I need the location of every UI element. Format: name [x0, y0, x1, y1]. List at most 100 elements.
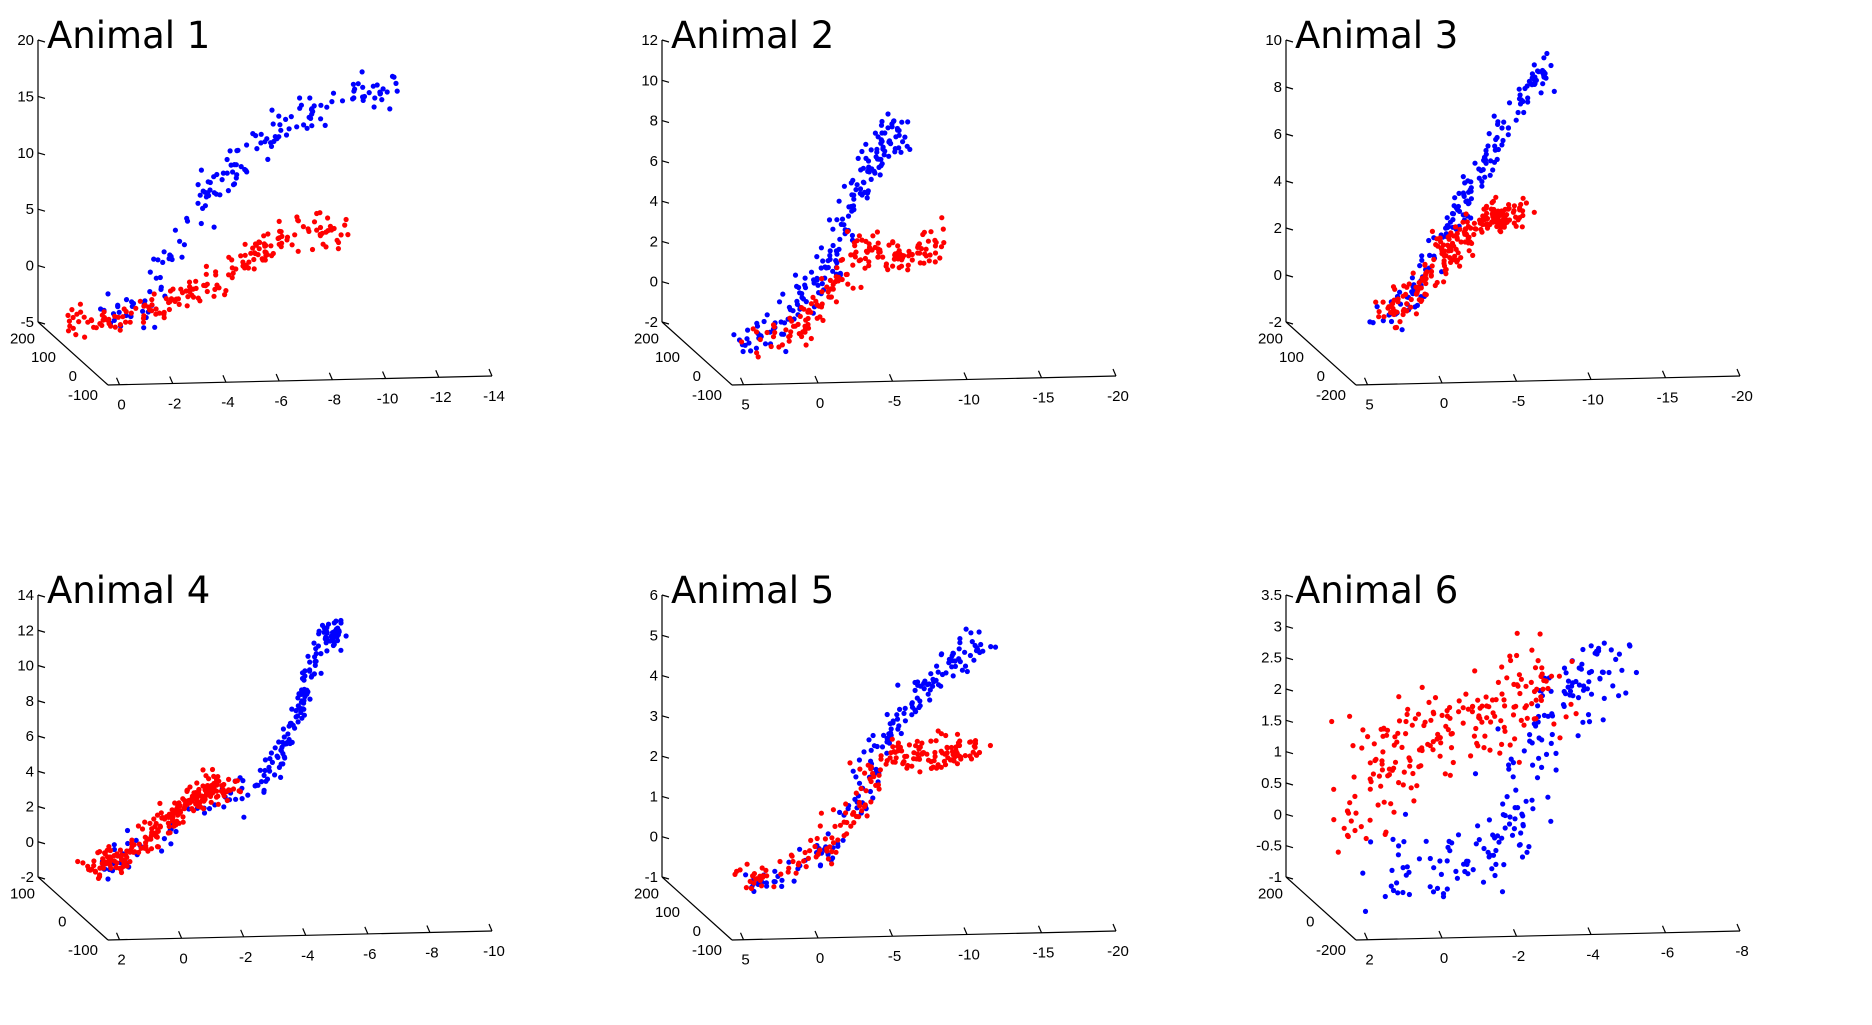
scatter-point-red [952, 754, 958, 760]
scatter-point-red [1352, 793, 1358, 799]
scatter-point-red [1460, 219, 1466, 225]
scatter-point-red [1397, 319, 1403, 325]
scatter-point-blue [168, 841, 174, 847]
scatter-point-blue [1454, 875, 1460, 881]
scatter-point-red [917, 769, 923, 775]
scatter-point-red [829, 861, 835, 867]
scatter-point-red [169, 816, 175, 822]
scatter-point-red [906, 742, 912, 748]
x-tick [1037, 925, 1043, 933]
scatter-point-red [1513, 703, 1519, 709]
scatter-point-red [830, 807, 836, 813]
scatter-point-red [1441, 279, 1447, 285]
scatter-point-red [335, 239, 342, 246]
scatter-point-red [828, 294, 834, 300]
z-tick-label: -1 [1269, 869, 1282, 886]
scatter-point-red [238, 253, 244, 259]
scatter-point-red [80, 860, 86, 866]
scatter-point-red [1443, 271, 1449, 277]
scatter-point-blue [1453, 868, 1459, 874]
scatter-point-red [276, 235, 282, 241]
scatter-point-blue [1506, 100, 1513, 106]
scatter-point-blue [389, 73, 396, 79]
scatter-point-blue [1548, 818, 1554, 824]
scatter-point-blue [1512, 816, 1518, 822]
scatter-point-red [218, 788, 224, 794]
scatter-point-red [263, 252, 269, 259]
scatter-point-blue [1563, 670, 1569, 676]
scatter-point-red [295, 248, 301, 254]
scatter-point-blue [1505, 125, 1511, 131]
scatter-point-red [837, 822, 843, 828]
y-axis-line [37, 321, 109, 386]
z-tick-label: 0.5 [1261, 775, 1282, 792]
scatter-point-red [1329, 718, 1335, 725]
x-axis-line [731, 375, 1117, 386]
scatter-point-red [73, 332, 79, 338]
x-tick-label: -10 [377, 390, 399, 407]
scatter-point-blue [299, 715, 305, 721]
scatter-point-red [163, 814, 170, 820]
scatter-point-red [215, 801, 221, 807]
scatter-point-blue [177, 238, 183, 244]
scatter-point-blue [334, 638, 341, 644]
y-tick-label: -100 [68, 942, 98, 959]
scatter-point-red [240, 259, 246, 265]
scatter-point-red [184, 303, 190, 309]
scatter-point-blue [797, 846, 803, 852]
x-tick-label: -6 [274, 393, 287, 410]
scatter-point-blue [886, 139, 892, 145]
scatter-point-red [181, 805, 187, 811]
scatter-point-red [1434, 279, 1440, 286]
scatter-point-red [224, 797, 230, 804]
scatter-point-blue [779, 331, 785, 337]
scatter-point-blue [879, 118, 885, 125]
scatter-point-red [325, 228, 331, 234]
scatter-point-red [1534, 686, 1540, 692]
z-tick-label: 6 [1274, 126, 1282, 143]
scatter-point-blue [1518, 97, 1524, 103]
scatter-point-blue [269, 107, 275, 113]
scatter-point-blue [912, 687, 918, 693]
scatter-point-blue [938, 683, 944, 689]
scatter-point-blue [276, 134, 282, 140]
scatter-point-blue [1520, 823, 1526, 829]
scatter-point-blue [1619, 667, 1625, 673]
scatter-point-red [1471, 733, 1477, 739]
scatter-point-blue [1481, 845, 1487, 852]
scatter-point-red [798, 305, 805, 311]
scatter-point-red [1514, 652, 1520, 659]
x-tick-label: -5 [888, 393, 901, 410]
scatter-point-red [233, 266, 239, 272]
scatter-point-red [325, 215, 331, 221]
y-tick-label: 200 [10, 330, 35, 347]
scatter-point-red [862, 770, 868, 776]
scatter-point-blue [315, 643, 321, 649]
z-tick-label: 0 [650, 274, 658, 291]
scatter-point-red [1341, 825, 1347, 831]
scatter-point-red [112, 324, 118, 330]
scatter-point-red [859, 237, 865, 243]
z-tick [37, 152, 46, 156]
y-tick-label: 100 [655, 904, 680, 921]
scatter-point-red [876, 772, 882, 778]
scatter-point-blue [1492, 872, 1498, 879]
scatter-point-red [932, 250, 939, 256]
scatter-point-red [1372, 757, 1378, 764]
scatter-point-blue [791, 878, 797, 884]
scatter-point-red [1467, 239, 1473, 245]
scatter-point-blue [894, 716, 901, 722]
scatter-point-red [1437, 753, 1443, 759]
scatter-point-red [152, 830, 158, 836]
scatter-point-red [951, 758, 957, 764]
scatter-point-blue [253, 782, 260, 788]
z-tick-label: -1 [645, 869, 658, 886]
scatter-point-red [868, 778, 874, 785]
z-tick-label: 6 [26, 728, 34, 745]
z-tick [661, 39, 670, 43]
scatter-point-red [1331, 786, 1337, 792]
scatter-point-blue [1529, 797, 1535, 803]
scatter-point-blue [1505, 132, 1511, 138]
scatter-point-blue [928, 671, 934, 677]
scatter-point-red [99, 322, 105, 328]
